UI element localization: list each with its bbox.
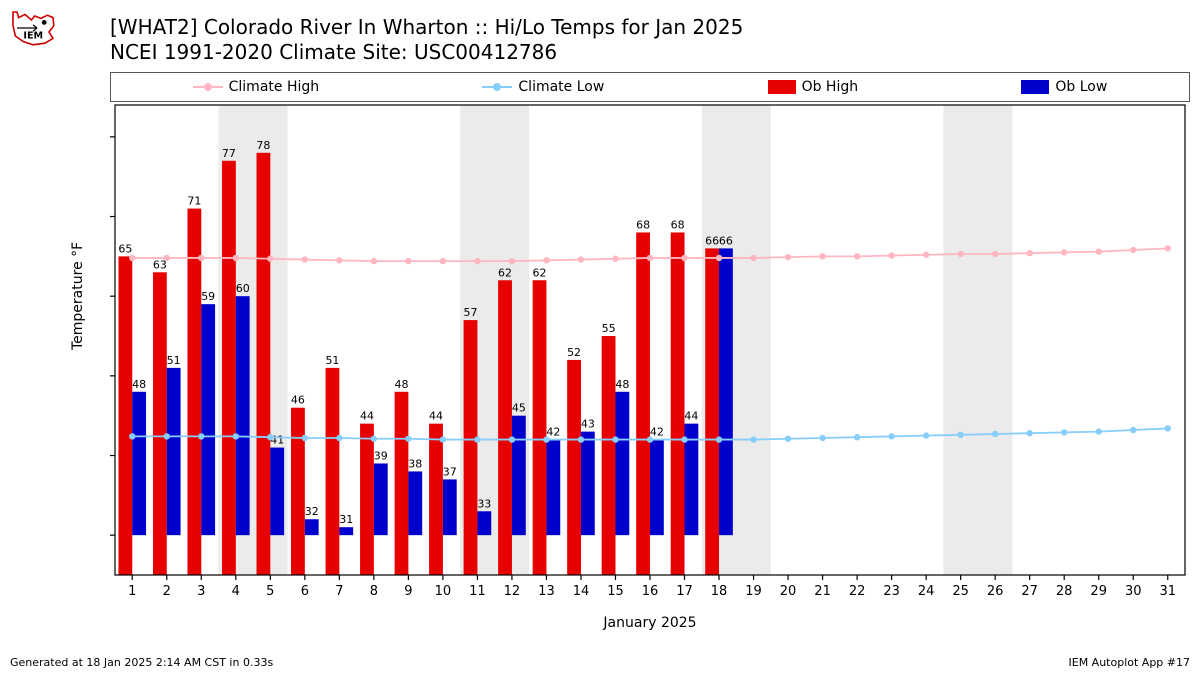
svg-text:62: 62 (498, 266, 512, 279)
svg-text:48: 48 (615, 378, 629, 391)
svg-text:28: 28 (1056, 584, 1073, 599)
legend-ob-high: Ob High (768, 79, 859, 95)
svg-text:IEM: IEM (23, 30, 43, 41)
svg-text:68: 68 (671, 218, 685, 231)
svg-text:18: 18 (711, 584, 728, 599)
svg-text:42: 42 (650, 426, 664, 439)
legend-ob-low: Ob Low (1021, 79, 1107, 95)
legend-climate-high: Climate High (193, 79, 320, 95)
svg-text:42: 42 (546, 426, 560, 439)
svg-text:57: 57 (464, 306, 478, 319)
svg-text:7: 7 (335, 584, 343, 599)
footer-app: IEM Autoplot App #17 (1069, 656, 1191, 669)
svg-text:2: 2 (163, 584, 171, 599)
svg-text:20: 20 (780, 584, 797, 599)
svg-text:77: 77 (222, 147, 236, 160)
x-axis-label: January 2025 (110, 615, 1190, 631)
svg-text:19: 19 (745, 584, 762, 599)
svg-text:43: 43 (581, 418, 595, 431)
svg-text:44: 44 (360, 410, 374, 423)
svg-text:17: 17 (676, 584, 693, 599)
svg-text:10: 10 (435, 584, 452, 599)
svg-text:60: 60 (236, 282, 250, 295)
svg-text:62: 62 (533, 266, 547, 279)
svg-text:6: 6 (301, 584, 309, 599)
svg-text:32: 32 (305, 505, 319, 518)
svg-text:31: 31 (1159, 584, 1176, 599)
footer-generated: Generated at 18 Jan 2025 2:14 AM CST in … (10, 656, 273, 669)
svg-text:9: 9 (404, 584, 412, 599)
svg-text:23: 23 (883, 584, 900, 599)
svg-text:16: 16 (642, 584, 659, 599)
svg-text:4: 4 (232, 584, 240, 599)
svg-text:30: 30 (1125, 584, 1142, 599)
svg-text:15: 15 (607, 584, 624, 599)
svg-text:33: 33 (477, 497, 491, 510)
svg-text:38: 38 (408, 457, 422, 470)
svg-text:71: 71 (187, 195, 201, 208)
svg-text:44: 44 (429, 410, 443, 423)
svg-text:21: 21 (814, 584, 831, 599)
svg-text:8: 8 (370, 584, 378, 599)
svg-text:27: 27 (1021, 584, 1038, 599)
svg-text:51: 51 (325, 354, 339, 367)
svg-text:24: 24 (918, 584, 935, 599)
svg-text:12: 12 (504, 584, 521, 599)
svg-text:65: 65 (118, 242, 132, 255)
svg-text:51: 51 (167, 354, 181, 367)
svg-text:39: 39 (374, 449, 388, 462)
svg-text:14: 14 (573, 584, 590, 599)
legend: Climate High Climate Low Ob High Ob Low (110, 72, 1190, 102)
svg-text:48: 48 (394, 378, 408, 391)
svg-text:25: 25 (952, 584, 969, 599)
svg-text:55: 55 (602, 322, 616, 335)
svg-text:59: 59 (201, 290, 215, 303)
svg-text:22: 22 (849, 584, 866, 599)
svg-text:31: 31 (339, 513, 353, 526)
svg-text:11: 11 (469, 584, 486, 599)
svg-text:78: 78 (256, 139, 270, 152)
svg-text:13: 13 (538, 584, 555, 599)
svg-text:46: 46 (291, 394, 305, 407)
svg-text:66: 66 (719, 234, 733, 247)
svg-text:1: 1 (128, 584, 136, 599)
legend-climate-low: Climate Low (482, 79, 604, 95)
chart-title: [WHAT2] Colorado River In Wharton :: Hi/… (110, 15, 743, 65)
svg-text:66: 66 (705, 234, 719, 247)
iem-logo: IEM (8, 8, 58, 48)
y-axis-label: Temperature °F (70, 242, 86, 350)
svg-text:5: 5 (266, 584, 274, 599)
svg-text:29: 29 (1090, 584, 1107, 599)
svg-text:44: 44 (684, 410, 698, 423)
svg-text:68: 68 (636, 218, 650, 231)
svg-text:45: 45 (512, 402, 526, 415)
chart-area: 3040506070801234567891011121314151617181… (110, 100, 1190, 610)
svg-text:37: 37 (443, 465, 457, 478)
svg-text:48: 48 (132, 378, 146, 391)
svg-text:3: 3 (197, 584, 205, 599)
svg-text:52: 52 (567, 346, 581, 359)
svg-text:26: 26 (987, 584, 1004, 599)
